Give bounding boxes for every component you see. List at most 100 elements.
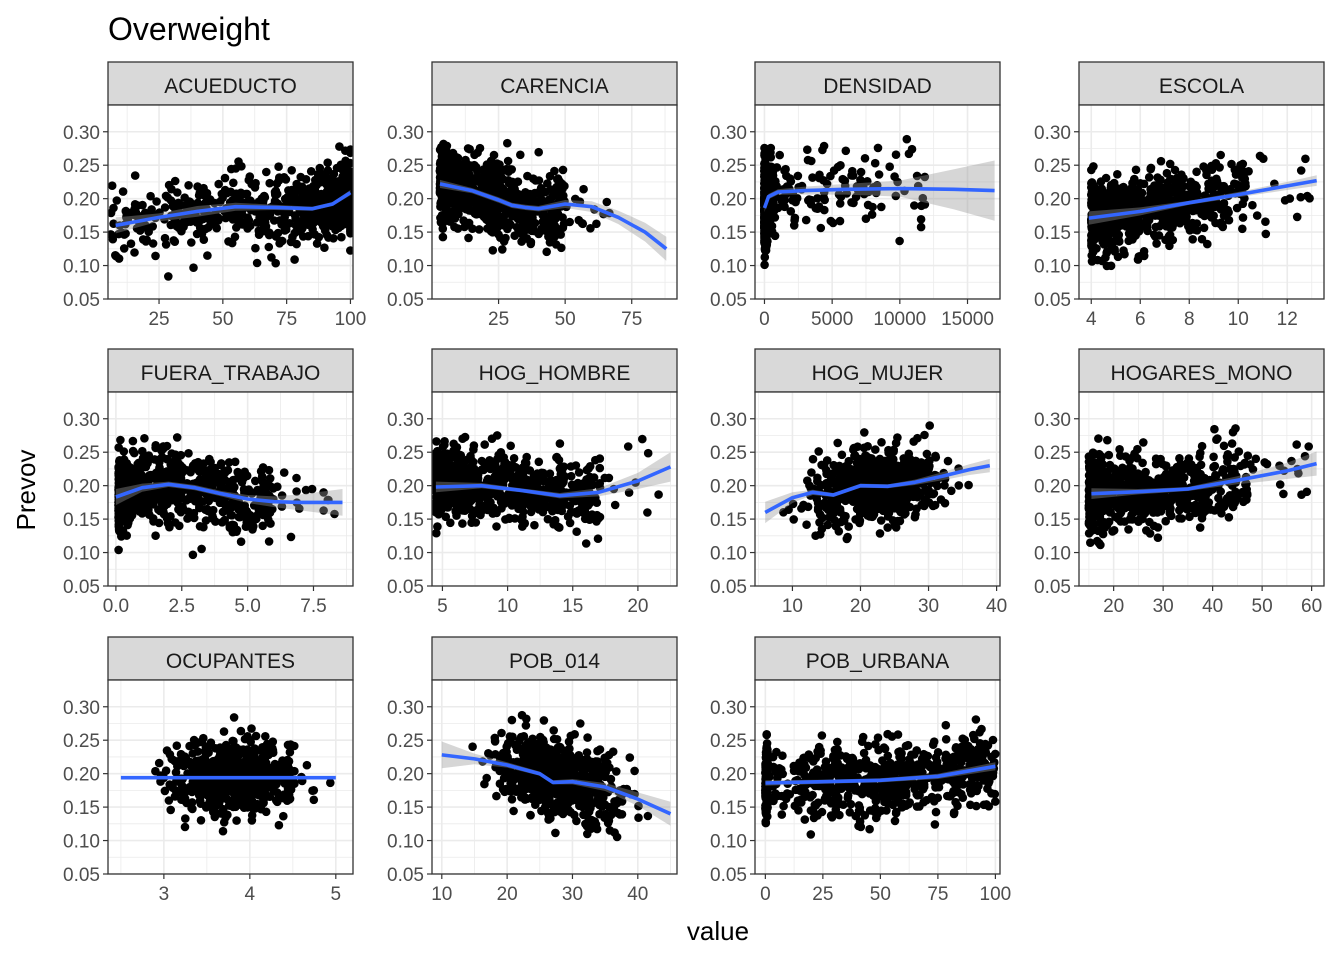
y-tick-label: 0.15: [63, 223, 100, 244]
data-point: [1240, 194, 1249, 203]
data-point: [456, 451, 466, 460]
data-point: [164, 272, 173, 281]
data-point: [566, 471, 576, 481]
data-point: [539, 474, 548, 484]
data-point: [1176, 186, 1186, 195]
data-point: [221, 213, 230, 223]
data-point: [506, 465, 516, 474]
data-point: [835, 216, 845, 226]
scatter-points: [114, 433, 339, 560]
data-point: [319, 506, 328, 515]
data-point: [436, 165, 445, 174]
data-point: [885, 162, 894, 171]
data-point: [534, 457, 544, 467]
data-point: [572, 527, 581, 536]
data-point: [911, 510, 920, 519]
x-tick-label: 5.0: [234, 596, 260, 617]
data-point: [256, 467, 266, 476]
data-point: [936, 495, 946, 504]
data-point: [115, 480, 124, 489]
data-point: [469, 162, 478, 171]
data-point: [1248, 200, 1257, 210]
data-point: [1131, 165, 1141, 175]
data-point: [265, 178, 275, 188]
data-point: [320, 243, 329, 252]
data-point: [244, 520, 254, 530]
data-point: [1219, 198, 1229, 208]
data-point: [760, 260, 769, 270]
data-point: [115, 456, 124, 465]
data-point: [853, 458, 862, 468]
data-point: [288, 232, 297, 242]
data-point: [259, 483, 269, 493]
data-point: [228, 215, 238, 224]
data-point: [296, 199, 306, 209]
data-point: [912, 488, 922, 498]
y-tick-label: 0.15: [387, 510, 424, 531]
data-point: [151, 531, 160, 540]
smooth-line: [1088, 178, 1318, 220]
plot-area: [1079, 105, 1324, 299]
data-point: [148, 239, 158, 248]
data-point: [179, 466, 188, 476]
y-tick-label: 0.30: [387, 410, 424, 431]
data-point: [116, 528, 125, 537]
data-point: [954, 481, 964, 490]
scatter-points: [432, 431, 663, 548]
data-point: [496, 465, 505, 475]
data-point: [460, 222, 469, 232]
data-point: [871, 445, 880, 454]
plot-area: [755, 392, 1000, 586]
data-point: [188, 550, 198, 560]
data-point: [600, 473, 610, 483]
data-point: [1192, 167, 1201, 177]
data-point: [335, 142, 344, 151]
data-point: [473, 488, 482, 498]
y-axis-label: Prevov: [11, 450, 41, 531]
data-point: [1120, 249, 1129, 259]
data-point: [1199, 223, 1209, 233]
data-point: [152, 197, 161, 206]
data-point: [440, 449, 450, 458]
data-point: [1139, 247, 1149, 256]
data-point: [473, 469, 483, 479]
data-point: [545, 476, 555, 486]
facet-strip: [754, 348, 1001, 393]
data-point: [114, 469, 123, 479]
data-point: [550, 515, 560, 525]
data-point: [760, 143, 769, 153]
data-point: [117, 228, 127, 238]
data-point: [279, 468, 289, 477]
data-point: [464, 233, 473, 243]
data-point: [889, 455, 898, 464]
data-point: [239, 485, 249, 494]
data-point: [819, 193, 829, 203]
data-point: [214, 179, 223, 189]
data-point: [760, 159, 769, 169]
data-point: [829, 460, 838, 470]
data-point: [200, 212, 209, 221]
data-point: [867, 210, 877, 219]
data-point: [226, 510, 235, 520]
data-point: [264, 242, 274, 252]
x-tick-label: 7.5: [300, 596, 326, 617]
panel-border: [1078, 104, 1325, 300]
data-point: [933, 481, 942, 491]
data-point: [1188, 235, 1197, 244]
data-point: [1202, 209, 1211, 219]
y-tick-label: 0.25: [387, 443, 424, 464]
data-point: [814, 202, 824, 211]
x-axis-label: value: [687, 916, 749, 946]
data-point: [254, 230, 264, 239]
data-point: [542, 247, 551, 257]
x-tick-label: 20: [627, 596, 648, 617]
data-point: [1164, 231, 1174, 241]
data-point: [1238, 224, 1247, 234]
data-point: [312, 239, 322, 248]
data-point: [1152, 239, 1161, 248]
data-point: [877, 438, 886, 447]
data-point: [273, 228, 283, 238]
data-point: [510, 491, 519, 500]
data-point: [579, 184, 588, 194]
data-point: [1113, 252, 1123, 262]
